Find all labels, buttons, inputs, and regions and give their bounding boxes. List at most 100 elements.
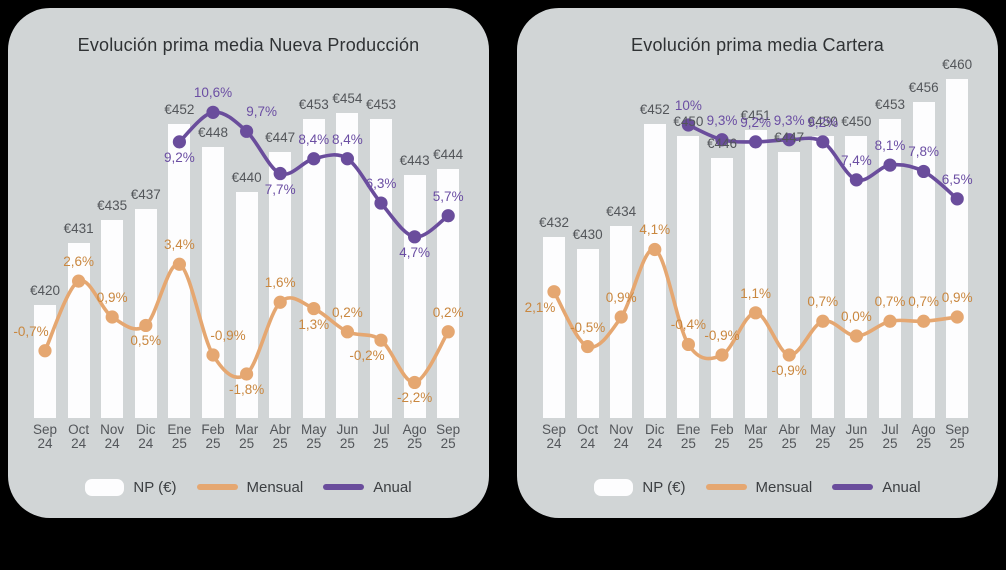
anual-data-point	[374, 196, 388, 210]
anual-percent-label: 8,4%	[332, 131, 363, 147]
bar	[134, 208, 157, 418]
legend-item-np: NP (€)	[85, 478, 177, 496]
legend-label-np: NP (€)	[642, 478, 686, 496]
mensual-percent-label: 0,7%	[908, 294, 939, 310]
mensual-percent-label: 0,0%	[841, 309, 872, 324]
mensual-percent-label: 0,9%	[605, 290, 637, 305]
bar-value-label: €450	[673, 113, 704, 129]
mensual-percent-label: 0,2%	[332, 304, 363, 320]
legend-label-mensual: Mensual	[755, 478, 813, 496]
anual-percent-label: 9,3%	[706, 112, 738, 128]
mensual-data-point	[172, 257, 186, 271]
mensual-data-point	[139, 318, 153, 333]
anual-data-point	[273, 166, 287, 181]
legend-label-anual: Anual	[373, 478, 412, 496]
mensual-data-point	[782, 348, 796, 362]
mensual-data-point	[408, 375, 422, 390]
bar-value-label: €420	[29, 283, 61, 298]
x-axis-label: Ago 25	[911, 422, 936, 451]
np-swatch-icon	[594, 478, 634, 496]
legend-item-mensual: Mensual	[196, 479, 303, 496]
bar	[879, 118, 901, 418]
anual-data-point	[307, 152, 321, 166]
anual-percent-label: 9,7%	[246, 104, 277, 120]
mensual-data-point	[950, 310, 964, 324]
x-axis-label: Oct 24	[68, 422, 90, 451]
bar-value-label: €454	[332, 90, 363, 106]
bar-value-label: €431	[63, 220, 94, 236]
bar-value-label: €452	[639, 102, 670, 118]
anual-data-point	[749, 135, 763, 149]
legend: NP (€) Mensual Anual	[8, 476, 489, 498]
mensual-percent-label: 0,9%	[941, 290, 973, 305]
x-axis-label: Oct 24	[577, 422, 599, 451]
anual-data-point	[240, 124, 254, 138]
bar	[302, 118, 325, 418]
bar	[643, 124, 666, 418]
x-axis-label: Abr 25	[778, 422, 800, 451]
mensual-percent-label: -0,2%	[349, 348, 385, 364]
anual-percent-label: 9,2%	[740, 114, 771, 130]
legend-label-np: NP (€)	[133, 478, 177, 496]
legend: NP (€) Mensual Anual	[517, 476, 998, 498]
bar-value-label: €451	[740, 107, 771, 123]
bar	[168, 124, 191, 418]
bar-value-label: €430	[572, 226, 603, 242]
plot-area: €432 €430 €434 €452 €450 €446 €451 €447 €450 €450…	[517, 8, 998, 478]
bar	[811, 135, 834, 418]
bar-value-label: €446	[706, 136, 738, 152]
mensual-data-point	[681, 337, 695, 352]
series-lines	[547, 118, 964, 362]
bar	[845, 135, 868, 418]
anual-percent-label: 9,2%	[164, 149, 195, 165]
x-axis-label: Jun 25	[845, 422, 868, 451]
mensual-data-point	[307, 301, 321, 316]
x-axis-label: Sep 25	[436, 422, 461, 451]
bar-value-label: €447	[265, 130, 296, 146]
chart-title: Evolución prima media Cartera	[631, 35, 884, 55]
mensual-percent-label: 1,1%	[740, 285, 771, 301]
mensual-data-point	[72, 274, 86, 288]
x-axis-label: May 25	[301, 422, 327, 451]
mensual-data-point	[749, 306, 763, 320]
bar	[543, 237, 565, 418]
bar-value-label: €444	[433, 147, 464, 163]
chart-card-cartera: Evolución prima media Cartera €432 €430 €4…	[517, 8, 998, 518]
anual-data-point	[883, 158, 897, 172]
anual-data-point	[816, 135, 830, 149]
legend-item-anual: Anual	[323, 478, 412, 496]
x-axis-label: Sep 24	[32, 422, 58, 451]
anual-line-icon	[832, 484, 874, 490]
mensual-percent-label: 4,1%	[639, 222, 671, 238]
bar	[202, 146, 224, 418]
x-axis-label: Nov 24	[100, 422, 125, 451]
bar-value-label: €450	[841, 113, 872, 129]
anual-line-icon	[323, 484, 365, 490]
anual-percent-label: 7,7%	[264, 181, 296, 197]
mensual-percent-label: 2,6%	[63, 254, 94, 270]
bar-value-label: €453	[365, 96, 397, 112]
anual-percent-label: 9,2%	[807, 114, 839, 130]
chart-card-nueva-produccion: Evolución prima media Nueva Producción €…	[8, 8, 489, 518]
mensual-data-point	[648, 242, 662, 257]
mensual-data-point	[441, 325, 455, 339]
anual-percent-label: 4,7%	[399, 244, 430, 260]
bar	[744, 129, 767, 418]
mensual-data-point	[715, 348, 729, 362]
bar-value-label: €448	[197, 124, 229, 140]
x-axis-label: Mar 25	[234, 422, 259, 451]
x-axis-label: Feb 25	[710, 422, 734, 451]
bar-value-label: €450	[807, 113, 838, 129]
mensual-percent-label: -0,9%	[771, 362, 807, 378]
anual-data-point	[782, 133, 796, 147]
bar-value-label: €434	[606, 203, 637, 219]
plot-area: €420 €431 €435 €437 €452 €448 €440 €447 €453 €454…	[8, 8, 489, 478]
mensual-percent-label: -0,9%	[704, 327, 740, 343]
bar	[576, 248, 599, 418]
mensual-percent-label: 1,6%	[264, 275, 296, 291]
x-axis-label: Abr 25	[269, 422, 291, 451]
x-axis-label: Mar 25	[743, 422, 768, 451]
mensual-line	[43, 262, 450, 385]
anual-percent-label: 8,1%	[874, 138, 906, 154]
mensual-data-point	[240, 367, 254, 381]
